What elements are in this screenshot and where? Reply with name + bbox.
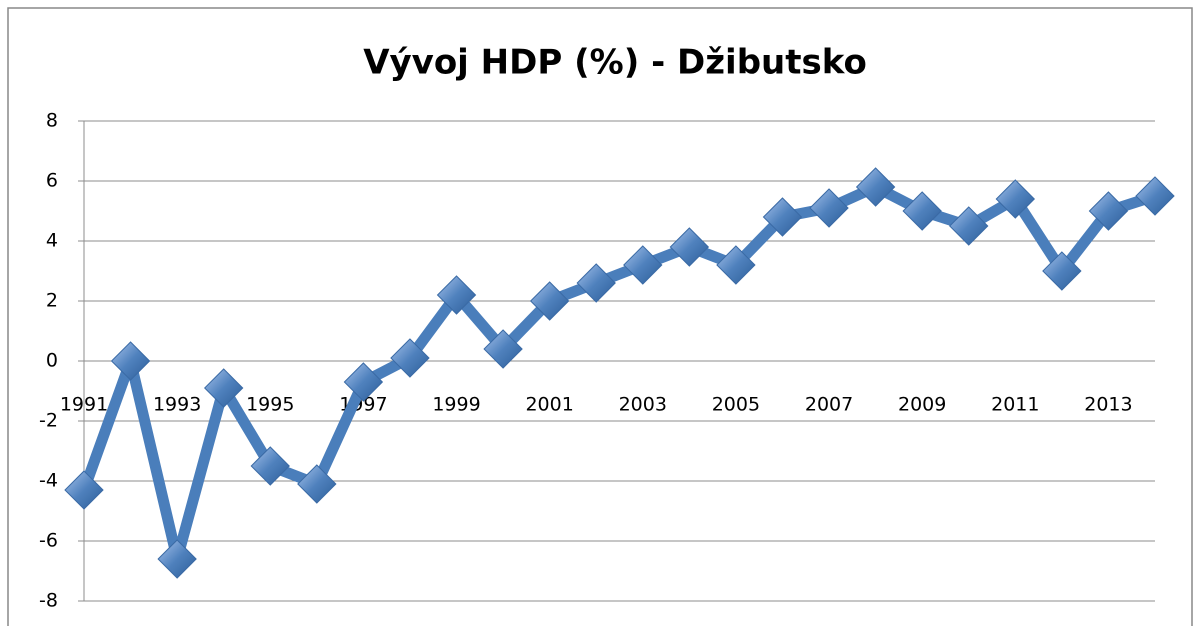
marker <box>669 227 710 267</box>
marker <box>716 245 756 285</box>
x-tick-label: 2007 <box>805 394 853 416</box>
marker <box>529 281 570 321</box>
marker <box>949 206 989 246</box>
x-tick-label: 1995 <box>246 394 294 416</box>
marker <box>157 539 197 579</box>
marker <box>203 368 244 408</box>
x-tick-label: 1991 <box>60 394 108 416</box>
marker <box>1088 191 1129 231</box>
marker <box>390 338 430 378</box>
marker <box>436 275 477 315</box>
y-tick-label: -4 <box>39 470 58 492</box>
x-tick-label: 2009 <box>898 394 946 416</box>
x-tick-label: 1993 <box>153 394 201 416</box>
marker <box>576 263 616 303</box>
marker <box>1135 176 1175 216</box>
y-tick-label: -8 <box>39 590 58 612</box>
x-tick-label: 2005 <box>712 394 760 416</box>
y-tick-label: 8 <box>46 110 58 132</box>
marker <box>64 470 104 510</box>
x-tick-label: 2003 <box>619 394 667 416</box>
marker <box>483 329 523 369</box>
marker <box>250 446 290 486</box>
marker <box>902 191 942 231</box>
marker <box>1042 251 1082 291</box>
y-tick-label: 6 <box>46 170 58 192</box>
y-tick-label: -2 <box>39 410 58 432</box>
marker <box>762 197 803 237</box>
chart-title: Vývoj HDP (%) - Džibutsko <box>363 43 867 83</box>
marker <box>995 179 1036 219</box>
chart-frame <box>7 7 1193 626</box>
y-tick-label: 4 <box>46 230 58 252</box>
x-tick-label: 2011 <box>991 394 1039 416</box>
marker <box>809 188 849 228</box>
marker <box>110 341 151 381</box>
x-tick-label: 2001 <box>525 394 573 416</box>
marker <box>297 464 337 504</box>
y-tick-label: -6 <box>39 530 58 552</box>
x-tick-label: 1999 <box>432 394 480 416</box>
y-tick-label: 0 <box>46 350 58 372</box>
marker <box>623 245 663 285</box>
x-tick-label: 2013 <box>1084 394 1132 416</box>
marker <box>855 167 896 207</box>
y-tick-label: 2 <box>46 290 58 312</box>
marker <box>343 362 384 402</box>
